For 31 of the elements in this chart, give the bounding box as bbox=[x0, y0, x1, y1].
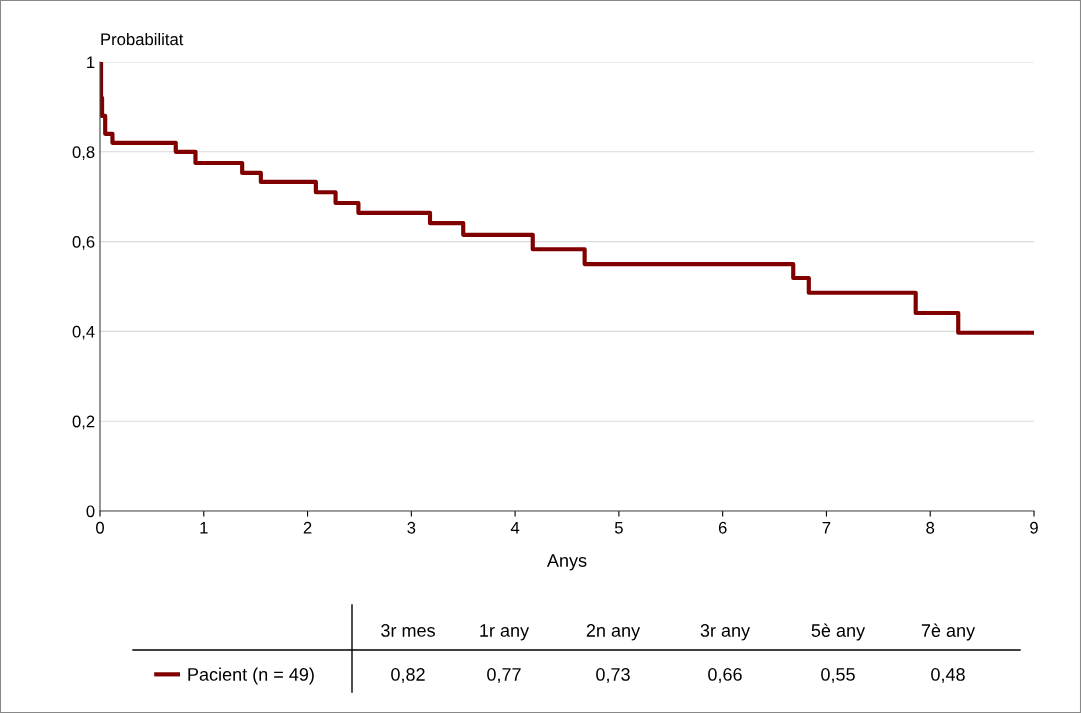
y-tick-label: 0,8 bbox=[72, 146, 95, 160]
text: 1r any bbox=[480, 624, 530, 641]
text: 3r mes bbox=[381, 624, 435, 637]
y-tick-label: 0,2 bbox=[72, 415, 95, 430]
y-tick-label: 0,6 bbox=[72, 236, 95, 250]
y-tick-label: 1 bbox=[87, 56, 95, 69]
legend-label: Pacient (n = 49) bbox=[188, 667, 314, 685]
x-tick-label: 4 bbox=[510, 522, 520, 534]
text: 0,82 bbox=[391, 668, 425, 683]
x-tick-label: 5 bbox=[614, 522, 623, 534]
x-axis-title: Anys bbox=[546, 554, 587, 571]
x-tick-label: 3 bbox=[407, 521, 416, 534]
text: 0,73 bbox=[596, 668, 630, 683]
x-tick-label: 2 bbox=[303, 521, 312, 534]
x-tick-label: 7 bbox=[822, 522, 831, 534]
text: 3r any bbox=[700, 624, 751, 641]
x-tick-label: 6 bbox=[718, 521, 727, 534]
y-tick-label: 0 bbox=[86, 505, 95, 518]
text: 2n any bbox=[586, 624, 641, 641]
x-tick-label: 1 bbox=[200, 522, 208, 534]
text: 0,66 bbox=[708, 668, 742, 683]
y-axis-title: Probabilitat bbox=[101, 32, 184, 46]
text: 0,48 bbox=[931, 668, 965, 683]
text: 7è any bbox=[921, 623, 976, 641]
x-tick-label: 9 bbox=[1030, 521, 1038, 534]
text: 0,77 bbox=[487, 668, 521, 683]
x-tick-label: 8 bbox=[926, 521, 935, 534]
text: 5è any bbox=[811, 623, 866, 641]
text: 0,55 bbox=[821, 668, 855, 683]
x-tick-label: 0 bbox=[96, 521, 104, 534]
y-tick-label: 0,4 bbox=[72, 325, 95, 340]
